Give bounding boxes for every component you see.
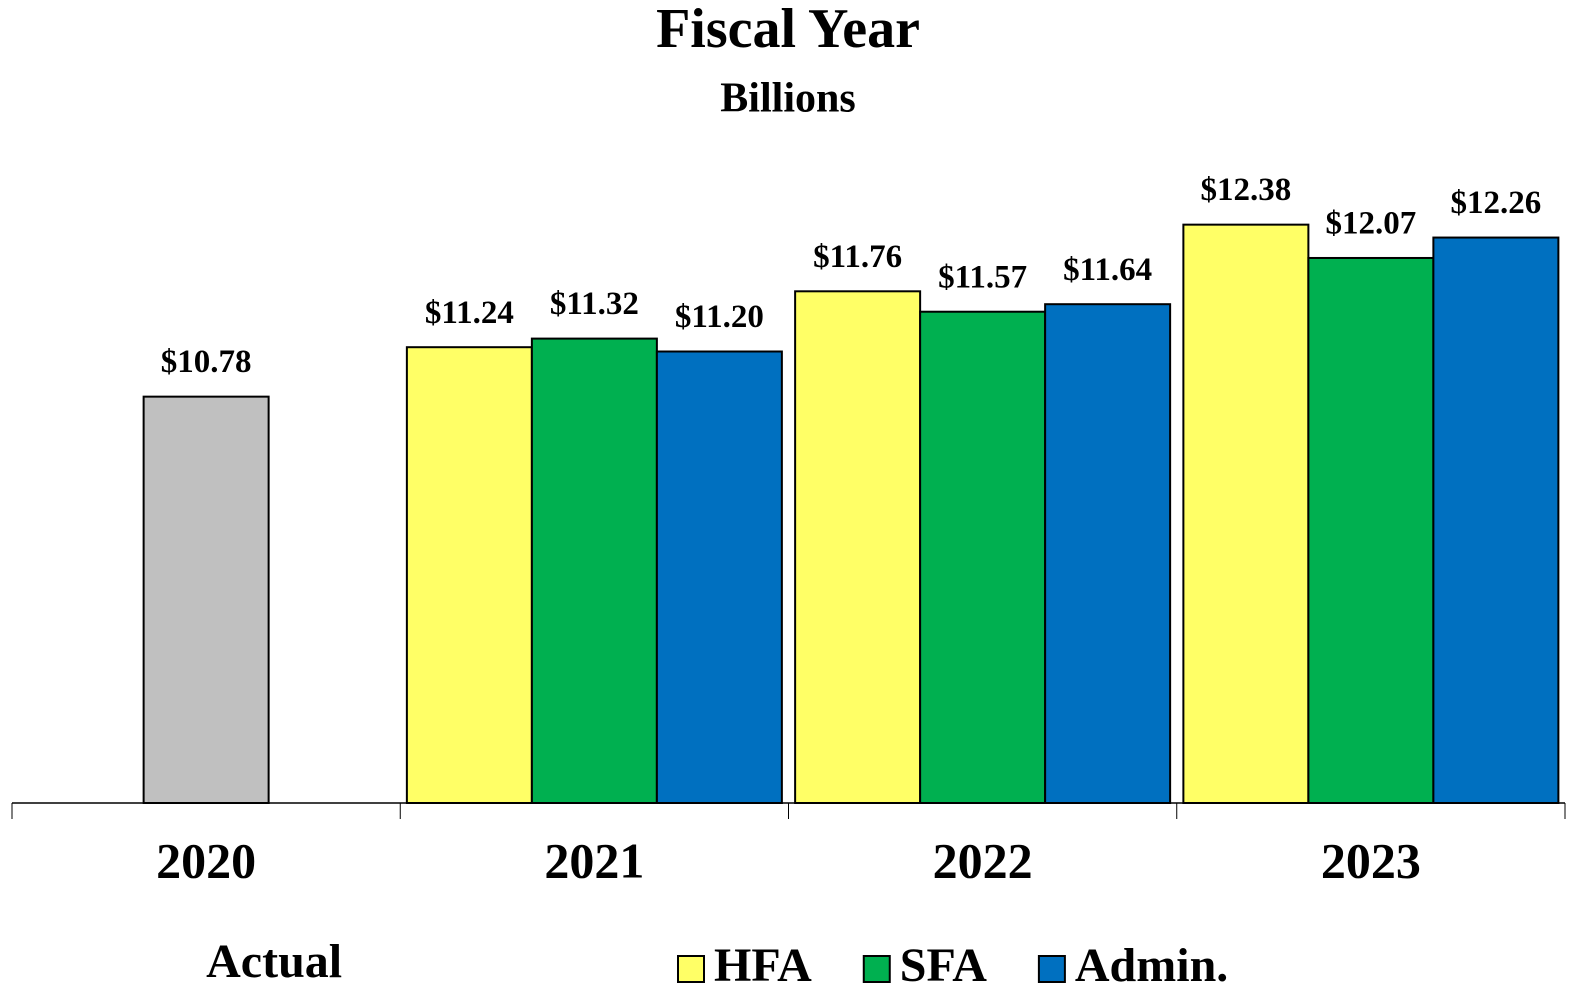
value-label: $11.76 <box>813 239 902 275</box>
bar <box>530 337 658 804</box>
bar <box>1432 236 1560 805</box>
value-label: $11.24 <box>425 295 514 331</box>
legend-swatch <box>677 955 705 983</box>
value-label: $11.20 <box>675 299 764 335</box>
x-tick-label: 2020 <box>156 832 256 888</box>
bar <box>919 310 1047 804</box>
value-label: $10.78 <box>161 344 252 380</box>
value-label: $11.57 <box>938 259 1027 295</box>
bar <box>1044 303 1172 804</box>
legend-label: HFA <box>714 939 812 992</box>
bar <box>142 395 270 804</box>
legend-label: Actual <box>206 935 342 988</box>
x-tick-label: 2023 <box>1321 832 1421 888</box>
chart-title: Fiscal Year <box>656 0 920 60</box>
bar <box>1307 256 1435 805</box>
x-tick-label: 2022 <box>933 832 1033 888</box>
value-label: $12.26 <box>1451 185 1542 221</box>
bar <box>405 346 533 804</box>
x-tick-label: 2021 <box>544 832 644 888</box>
chart-subtitle: Billions <box>720 76 855 122</box>
bar <box>655 350 783 804</box>
bar <box>1182 223 1310 804</box>
legend-label: Admin. <box>1075 939 1228 992</box>
legend-swatch <box>1037 955 1066 983</box>
value-label: $12.07 <box>1326 206 1417 242</box>
value-label: $12.38 <box>1201 172 1292 208</box>
legend-swatch <box>862 955 891 983</box>
value-label: $11.64 <box>1063 252 1152 288</box>
value-label: $11.32 <box>550 286 639 322</box>
bar <box>794 290 922 804</box>
legend-label: SFA <box>900 939 987 992</box>
